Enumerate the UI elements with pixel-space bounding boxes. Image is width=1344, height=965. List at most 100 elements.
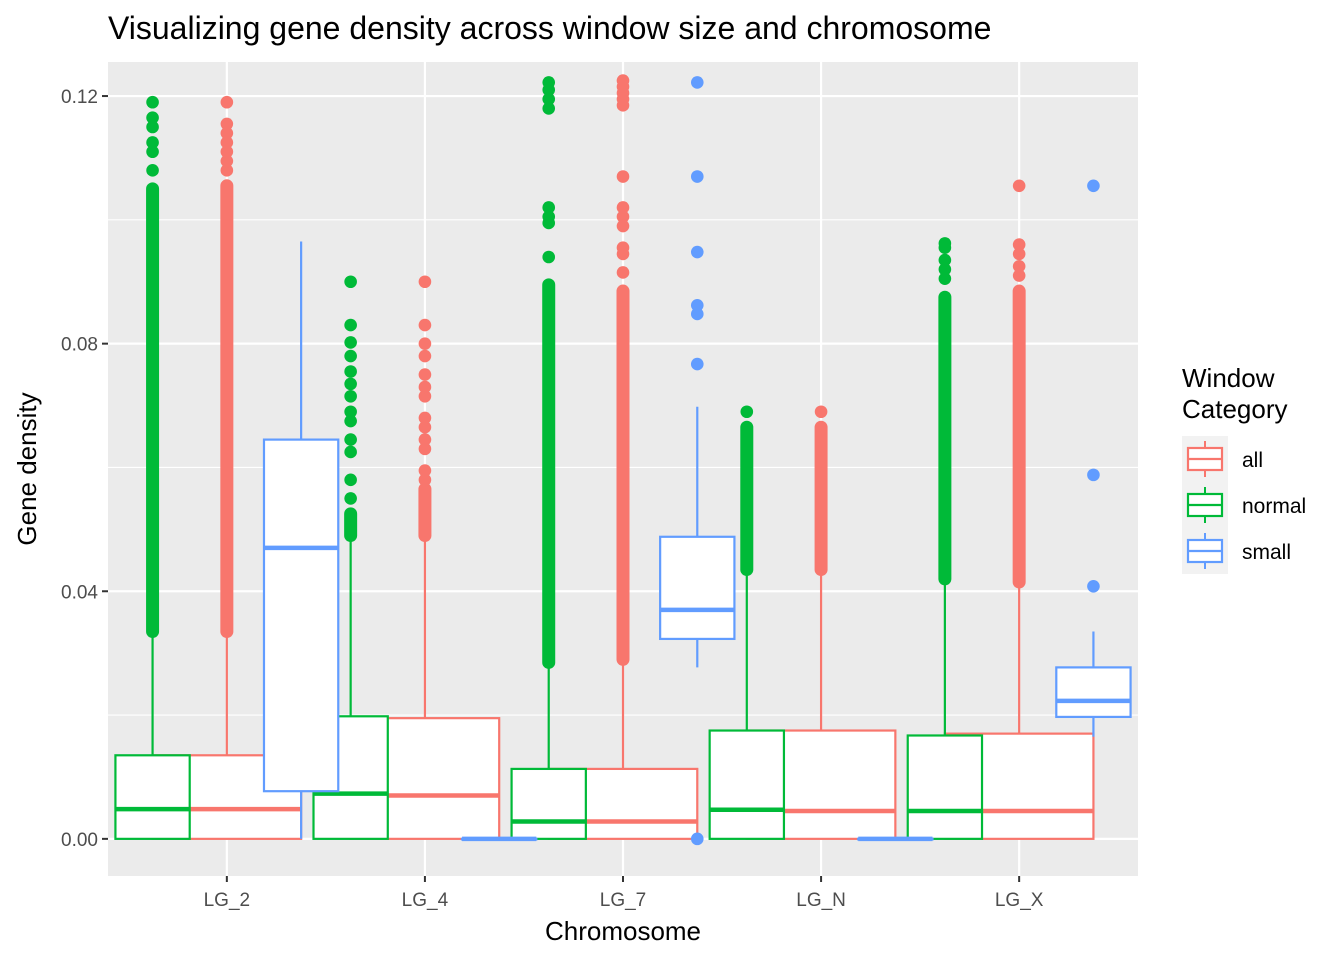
outlier-point-all	[1012, 238, 1026, 251]
box-rect-normal	[708, 729, 786, 840]
legend-key-small: small	[1182, 528, 1291, 574]
legend-title-line-2: Category	[1182, 394, 1288, 424]
outlier-point-all	[418, 411, 432, 425]
outlier-point-normal	[146, 164, 159, 177]
outlier-point-normal	[344, 433, 357, 446]
outlier-band-all	[220, 179, 234, 638]
outlier-point-all	[418, 433, 432, 446]
outlier-point-small	[690, 245, 704, 259]
legend-key-all: all	[1182, 436, 1263, 482]
outlier-point-all	[220, 126, 234, 140]
outlier-point-all	[418, 318, 432, 332]
legend-keys: all normal small	[1182, 436, 1306, 574]
outlier-point-small	[690, 307, 704, 321]
box-small-LG_N	[857, 836, 934, 842]
outlier-point-all	[220, 145, 234, 159]
legend-key-normal: normal	[1182, 482, 1306, 528]
x-tick-label: LG_X	[995, 890, 1044, 911]
outlier-point-normal	[938, 237, 952, 250]
box-rect-small	[262, 438, 340, 793]
axis-layer: 0.00 0.04 0.08 0.12 LG_2 LG_4 LG_7 LG_N LG_X	[61, 87, 1044, 911]
outlier-point-normal	[938, 253, 952, 267]
box-small-LG_X	[1055, 179, 1132, 737]
box-rect-small	[659, 535, 736, 641]
outlier-point-small	[1087, 179, 1100, 193]
outlier-point-normal	[344, 336, 357, 349]
outlier-point-normal	[542, 250, 556, 264]
outlier-point-normal	[344, 414, 357, 428]
box-normal-LG_X	[906, 237, 984, 840]
outlier-point-all	[418, 389, 432, 403]
legend-title-line-1: Window	[1182, 363, 1275, 393]
box-small-LG_2	[262, 241, 340, 839]
outlier-point-small	[690, 357, 704, 371]
outlier-point-all	[1012, 179, 1026, 193]
outlier-point-normal	[542, 210, 556, 224]
outlier-point-all	[418, 473, 432, 487]
outlier-point-all	[220, 95, 234, 109]
outlier-point-small	[1087, 580, 1100, 593]
outlier-point-normal	[542, 201, 556, 214]
outlier-point-normal	[542, 102, 556, 115]
outlier-band-all	[1012, 284, 1026, 589]
outlier-point-all	[814, 405, 828, 419]
outlier-point-all	[418, 349, 432, 363]
box-rect-small	[1055, 666, 1132, 719]
box-normal-LG_7	[510, 76, 587, 840]
outlier-point-normal	[344, 275, 357, 289]
box-layer	[114, 74, 1132, 846]
y-tick-label: 0.12	[61, 87, 98, 108]
outlier-band-normal	[740, 420, 754, 577]
outlier-point-all	[616, 219, 630, 233]
outlier-point-normal	[146, 145, 159, 159]
legend-label-normal: normal	[1242, 495, 1306, 518]
outlier-point-all	[418, 420, 432, 434]
outlier-point-normal	[146, 95, 159, 109]
outlier-point-all	[220, 136, 234, 149]
outlier-point-normal	[938, 263, 952, 276]
y-axis-label: Gene density	[12, 392, 42, 545]
outlier-point-normal	[542, 76, 556, 89]
outlier-point-all	[1012, 247, 1026, 261]
outlier-point-all	[418, 464, 432, 477]
outlier-point-small	[1087, 468, 1100, 482]
outlier-band-all	[814, 420, 828, 577]
outlier-point-all	[616, 170, 630, 183]
legend-label-small: small	[1242, 541, 1291, 564]
x-tick-label: LG_4	[402, 890, 449, 911]
outlier-point-normal	[344, 318, 357, 332]
y-tick-label: 0.08	[61, 335, 98, 356]
box-rect-normal	[510, 767, 587, 840]
chart-title: Visualizing gene density across window s…	[108, 10, 991, 46]
outlier-point-normal	[146, 111, 159, 125]
outlier-point-small	[690, 832, 704, 846]
outlier-point-all	[418, 368, 432, 381]
x-tick-label: LG_N	[796, 890, 846, 911]
y-tick-label: 0.04	[61, 582, 98, 603]
outlier-band-normal	[146, 182, 160, 638]
outlier-band-all	[418, 482, 432, 543]
outlier-point-normal	[938, 272, 952, 285]
outlier-band-all	[616, 284, 630, 666]
outlier-point-normal	[344, 377, 357, 391]
outlier-point-normal	[344, 349, 357, 363]
outlier-point-normal	[344, 492, 357, 505]
outlier-point-normal	[344, 365, 357, 378]
outlier-point-normal	[344, 389, 357, 403]
outlier-point-all	[616, 241, 630, 255]
outlier-point-all	[220, 154, 234, 168]
outlier-band-normal	[938, 290, 952, 586]
outlier-point-small	[690, 76, 704, 89]
outlier-point-normal	[344, 405, 357, 419]
box-normal-LG_N	[708, 405, 786, 840]
box-rect-normal	[906, 734, 984, 840]
outlier-point-normal	[344, 473, 357, 487]
outlier-point-all	[418, 337, 432, 350]
outlier-point-normal	[146, 120, 159, 134]
outlier-point-normal	[740, 405, 754, 419]
outlier-point-all	[220, 117, 234, 131]
outlier-point-all	[220, 164, 234, 177]
outlier-point-all	[616, 74, 630, 87]
